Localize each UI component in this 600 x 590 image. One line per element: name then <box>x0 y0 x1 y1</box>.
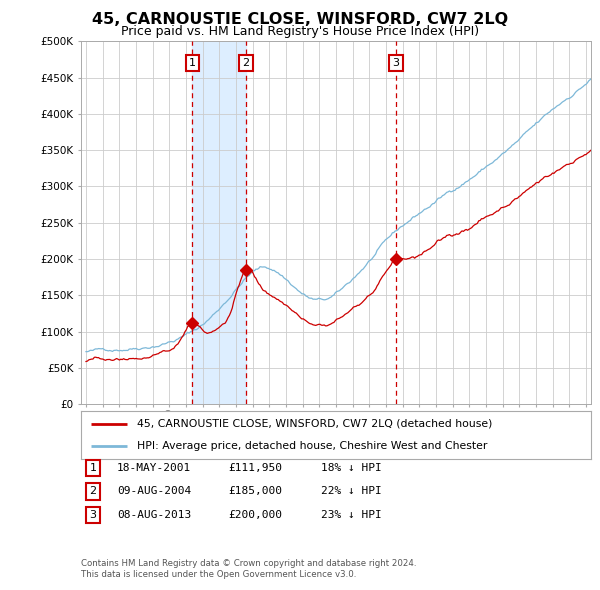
Text: 18-MAY-2001: 18-MAY-2001 <box>117 463 191 473</box>
Text: Price paid vs. HM Land Registry's House Price Index (HPI): Price paid vs. HM Land Registry's House … <box>121 25 479 38</box>
Text: 3: 3 <box>392 58 400 68</box>
Text: 08-AUG-2013: 08-AUG-2013 <box>117 510 191 520</box>
Text: This data is licensed under the Open Government Licence v3.0.: This data is licensed under the Open Gov… <box>81 571 356 579</box>
Text: 45, CARNOUSTIE CLOSE, WINSFORD, CW7 2LQ (detached house): 45, CARNOUSTIE CLOSE, WINSFORD, CW7 2LQ … <box>137 419 493 429</box>
Text: 45, CARNOUSTIE CLOSE, WINSFORD, CW7 2LQ: 45, CARNOUSTIE CLOSE, WINSFORD, CW7 2LQ <box>92 12 508 27</box>
Text: 2: 2 <box>242 58 250 68</box>
Text: 1: 1 <box>89 463 97 473</box>
Text: 2: 2 <box>89 487 97 496</box>
Text: 22% ↓ HPI: 22% ↓ HPI <box>321 487 382 496</box>
Text: HPI: Average price, detached house, Cheshire West and Chester: HPI: Average price, detached house, Ches… <box>137 441 487 451</box>
Text: £185,000: £185,000 <box>228 487 282 496</box>
Text: £111,950: £111,950 <box>228 463 282 473</box>
Text: Contains HM Land Registry data © Crown copyright and database right 2024.: Contains HM Land Registry data © Crown c… <box>81 559 416 568</box>
Text: 09-AUG-2004: 09-AUG-2004 <box>117 487 191 496</box>
Text: 23% ↓ HPI: 23% ↓ HPI <box>321 510 382 520</box>
Text: 1: 1 <box>189 58 196 68</box>
Text: 3: 3 <box>89 510 97 520</box>
Text: £200,000: £200,000 <box>228 510 282 520</box>
Text: 18% ↓ HPI: 18% ↓ HPI <box>321 463 382 473</box>
Bar <box>193 41 246 404</box>
